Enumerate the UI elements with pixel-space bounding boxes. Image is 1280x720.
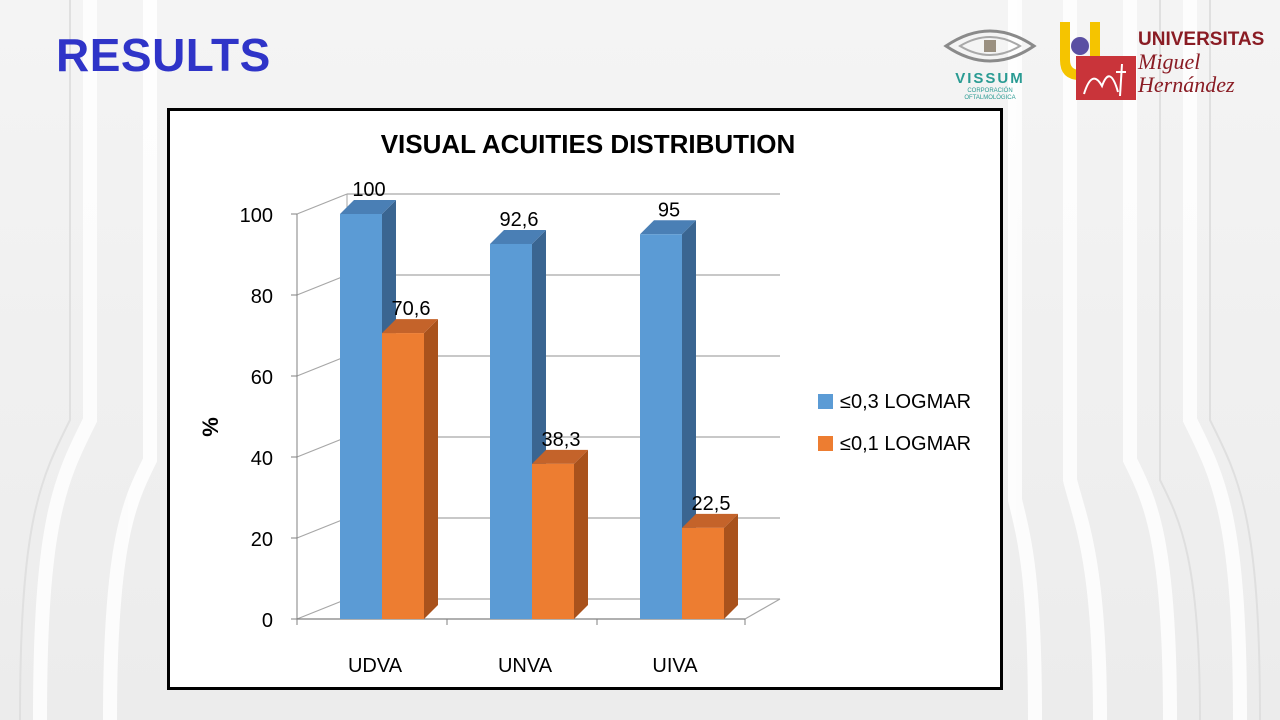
data-label: 70,6 [392, 298, 431, 320]
vissum-eye-logo-icon [943, 29, 1037, 63]
bar [382, 333, 424, 619]
data-label: 95 [658, 199, 680, 221]
chart-frame: VISUAL ACUITIES DISTRIBUTION 0 20 40 60 80 100… [167, 108, 1003, 690]
bar-side [574, 449, 588, 619]
y-tick-label: 0 [262, 610, 273, 632]
chart-title: VISUAL ACUITIES DISTRIBUTION [381, 129, 796, 159]
bar-top [532, 449, 588, 464]
y-tick-label: 80 [251, 286, 273, 308]
umh-logo-line3: Hernández [1138, 72, 1235, 97]
legend-swatch [818, 436, 833, 451]
vissum-logo-text: VISSUM [955, 70, 1025, 87]
bar-side [424, 319, 438, 619]
gridline-side [296, 193, 348, 215]
gridline-side [296, 355, 348, 377]
bar [532, 463, 574, 619]
umh-logo-line2: Miguel [1138, 49, 1201, 74]
umh-logo-line1: UNIVERSITAS [1138, 29, 1265, 50]
y-tick-label: 60 [251, 367, 273, 389]
y-axis-label: % [198, 417, 223, 437]
bar-top [640, 220, 696, 235]
vissum-subtitle-line1: CORPORACIÓN [967, 88, 1013, 94]
bar [490, 243, 532, 619]
legend-label: ≤0,3 LOGMAR [840, 391, 971, 413]
bar [682, 527, 724, 619]
bar-side [724, 513, 738, 619]
gridline-side [296, 436, 348, 458]
x-tick-label: UIVA [652, 655, 698, 677]
data-label: 38,3 [542, 429, 581, 451]
data-label: 22,5 [692, 493, 731, 515]
y-tick-label: 20 [251, 529, 273, 551]
floor-edge [744, 598, 781, 620]
bar [340, 214, 382, 619]
gridline-side [296, 598, 348, 620]
gridline-side [296, 517, 348, 539]
x-tick-label: UDVA [348, 655, 403, 677]
umh-shield-logo-icon [1060, 22, 1136, 100]
bar-chart: VISUAL ACUITIES DISTRIBUTION 0 20 40 60 80 100… [198, 129, 971, 677]
umh-logo-text: UNIVERSITAS Miguel Hernández [1138, 30, 1264, 96]
slide-title: RESULTS [56, 29, 271, 81]
y-tick-label: 100 [240, 205, 273, 227]
gridline-side [296, 274, 348, 296]
bar-top [490, 229, 546, 244]
vissum-subtitle-line2: OFTALMOLÓGICA [964, 95, 1016, 101]
bar-top [382, 319, 438, 334]
x-tick-label: UNVA [498, 655, 553, 677]
bar [640, 234, 682, 619]
legend-swatch [818, 394, 833, 409]
data-label: 92,6 [500, 209, 539, 231]
bar-top [682, 513, 738, 528]
bar-top [340, 200, 396, 214]
vissum-logo-subtitle: CORPORACIÓN OFTALMOLÓGICA [944, 88, 1036, 102]
legend-label: ≤0,1 LOGMAR [840, 433, 971, 455]
y-tick-label: 40 [251, 448, 273, 470]
data-label: 100 [352, 179, 385, 201]
